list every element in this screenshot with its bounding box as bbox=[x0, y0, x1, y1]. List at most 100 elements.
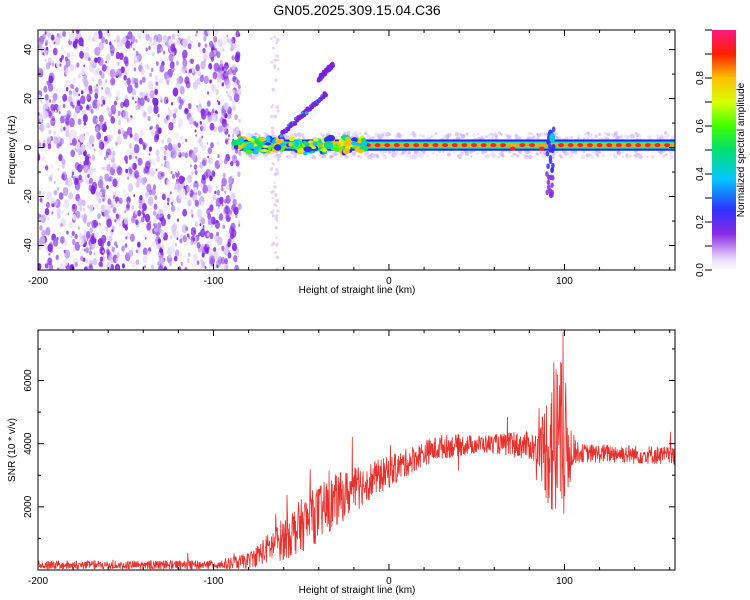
noise-blob bbox=[140, 216, 145, 223]
noise-blob bbox=[213, 247, 217, 252]
ridge-halo bbox=[582, 137, 586, 140]
ridge-halo bbox=[494, 132, 497, 135]
noise-blob bbox=[90, 108, 94, 114]
noise-blob bbox=[162, 50, 166, 55]
noise-blob bbox=[106, 218, 112, 228]
noise-blob bbox=[226, 185, 230, 191]
ridge-halo bbox=[500, 132, 504, 136]
ridge-halo bbox=[359, 132, 362, 135]
chart-title: GN05.2025.309.15.04.C36 bbox=[273, 2, 441, 18]
noise-blob bbox=[123, 217, 129, 225]
noise-blob bbox=[237, 219, 241, 225]
noise-blob bbox=[86, 47, 89, 52]
noise-blob bbox=[126, 196, 131, 204]
spectrogram-ytick-label: 0 bbox=[23, 144, 34, 150]
noise-blob bbox=[157, 238, 161, 244]
noise-blob bbox=[204, 265, 207, 270]
noise-blob bbox=[89, 157, 92, 162]
ridge-halo bbox=[665, 153, 668, 156]
noise-blob bbox=[176, 218, 180, 222]
noise-blob bbox=[226, 123, 230, 128]
ridge-chaos bbox=[338, 138, 344, 145]
ridge-halo bbox=[411, 131, 416, 136]
noise-blob bbox=[206, 30, 213, 36]
ridge-halo bbox=[586, 131, 591, 135]
noise-blob bbox=[45, 46, 49, 51]
ridge-halo bbox=[670, 135, 675, 140]
noise-blob bbox=[190, 164, 192, 168]
noise-blob bbox=[41, 155, 45, 162]
noise-blob bbox=[67, 212, 70, 216]
noise-blob bbox=[70, 83, 74, 89]
noise-blob bbox=[39, 244, 44, 251]
noise-blob bbox=[111, 246, 115, 253]
noise-blob bbox=[88, 184, 93, 192]
noise-blob bbox=[154, 74, 159, 81]
noise-blob bbox=[53, 131, 56, 135]
ridge-halo bbox=[594, 134, 598, 138]
noise-blob bbox=[135, 219, 139, 225]
noise-blob bbox=[81, 176, 84, 179]
noise-blob bbox=[190, 58, 194, 65]
disturbance-blob bbox=[550, 189, 555, 196]
noise-blob bbox=[275, 267, 279, 270]
noise-blob bbox=[182, 208, 188, 217]
ridge-chaos bbox=[294, 140, 300, 148]
ridge-halo bbox=[656, 133, 659, 137]
noise-blob bbox=[109, 39, 112, 43]
noise-blob bbox=[98, 198, 102, 204]
ridge-halo bbox=[638, 154, 643, 159]
noise-blob bbox=[223, 102, 229, 111]
noise-blob bbox=[42, 34, 46, 40]
noise-blob bbox=[45, 244, 49, 250]
noise-blob bbox=[58, 245, 62, 251]
ridge-halo bbox=[560, 155, 564, 159]
noise-blob bbox=[189, 68, 193, 74]
noise-blob bbox=[51, 211, 54, 215]
noise-blob bbox=[221, 177, 227, 187]
noise-blob bbox=[135, 155, 137, 159]
noise-blob bbox=[128, 249, 134, 257]
ridge-halo bbox=[531, 136, 535, 140]
ridge-halo bbox=[488, 132, 493, 137]
spectrogram-xtick-label: -100 bbox=[203, 276, 223, 287]
noise-blob bbox=[148, 40, 153, 47]
noise-blob bbox=[93, 62, 97, 69]
noise-blob bbox=[38, 190, 42, 196]
noise-blob bbox=[222, 48, 225, 52]
noise-blob bbox=[166, 114, 170, 121]
noise-blob bbox=[88, 258, 92, 264]
noise-blob bbox=[172, 212, 175, 216]
ridge-halo bbox=[629, 133, 635, 139]
noise-blob bbox=[230, 260, 234, 266]
noise-blob bbox=[38, 263, 42, 270]
disturbance-blob bbox=[550, 166, 555, 173]
spectrogram-frame bbox=[37, 29, 676, 271]
noise-blob bbox=[178, 138, 181, 142]
noise-blob bbox=[72, 104, 75, 109]
noise-blob bbox=[116, 166, 123, 176]
ridge-halo bbox=[273, 153, 279, 159]
branch-point bbox=[323, 92, 328, 98]
noise-blob bbox=[74, 104, 81, 114]
noise-blob bbox=[272, 46, 275, 50]
noise-blob bbox=[235, 30, 240, 38]
ridge-peak bbox=[413, 143, 420, 148]
noise-blob bbox=[158, 227, 162, 233]
noise-blob bbox=[91, 181, 98, 191]
noise-blob bbox=[65, 86, 69, 92]
noise-blob bbox=[75, 86, 79, 93]
noise-blob bbox=[133, 194, 136, 197]
ridge-peak bbox=[528, 143, 535, 148]
noise-blob bbox=[111, 225, 115, 231]
noise-blob bbox=[175, 132, 180, 139]
ridge-halo bbox=[291, 155, 295, 159]
noise-blob bbox=[106, 261, 112, 270]
noise-blob bbox=[77, 197, 83, 207]
ridge-halo bbox=[596, 153, 600, 158]
snr-ytick-label: 6000 bbox=[23, 369, 34, 392]
noise-blob bbox=[235, 200, 238, 204]
noise-blob bbox=[144, 213, 151, 223]
noise-blob bbox=[78, 174, 82, 181]
noise-blob bbox=[88, 166, 90, 170]
